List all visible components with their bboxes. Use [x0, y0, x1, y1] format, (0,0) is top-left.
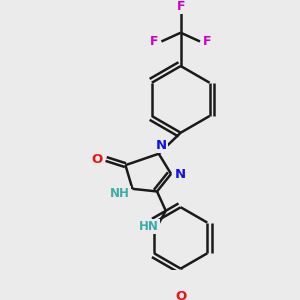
- Text: N: N: [156, 140, 167, 152]
- Text: HN: HN: [139, 220, 159, 233]
- Text: F: F: [150, 35, 159, 48]
- Text: N: N: [175, 168, 186, 181]
- Text: O: O: [175, 290, 186, 300]
- Text: NH: NH: [110, 187, 130, 200]
- Text: F: F: [203, 35, 211, 48]
- Text: F: F: [176, 0, 185, 13]
- Text: O: O: [92, 152, 103, 166]
